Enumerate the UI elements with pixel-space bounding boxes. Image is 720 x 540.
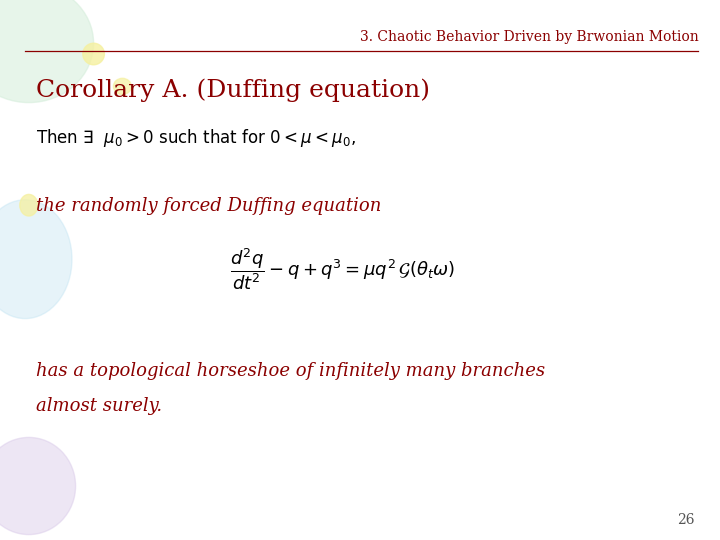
Ellipse shape <box>114 78 132 94</box>
Ellipse shape <box>0 0 94 103</box>
Ellipse shape <box>83 43 104 65</box>
Text: Then $\exists$  $\mu_0 > 0$ such that for $0 < \mu < \mu_0$,: Then $\exists$ $\mu_0 > 0$ such that for… <box>36 127 356 149</box>
Text: almost surely.: almost surely. <box>36 397 162 415</box>
Text: the randomly forced Duffing equation: the randomly forced Duffing equation <box>36 197 382 215</box>
Text: has a topological horseshoe of infinitely many branches: has a topological horseshoe of infinitel… <box>36 362 545 380</box>
Text: 3. Chaotic Behavior Driven by Brwonian Motion: 3. Chaotic Behavior Driven by Brwonian M… <box>360 30 698 44</box>
Text: 26: 26 <box>678 512 695 526</box>
Text: $\dfrac{d^2q}{dt^2} - q + q^3 = \mu q^2\,\mathcal{G}(\theta_t\omega)$: $\dfrac{d^2q}{dt^2} - q + q^3 = \mu q^2\… <box>230 246 456 292</box>
Ellipse shape <box>0 200 72 319</box>
Text: Corollary A. (Duffing equation): Corollary A. (Duffing equation) <box>36 78 430 102</box>
Ellipse shape <box>0 437 76 535</box>
Ellipse shape <box>19 194 37 216</box>
